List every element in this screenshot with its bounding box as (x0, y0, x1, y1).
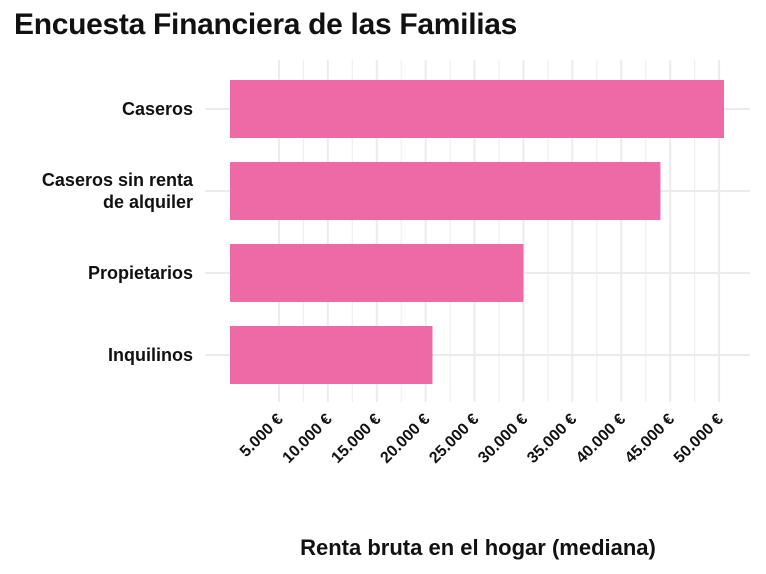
category-label: Caseros (122, 99, 193, 119)
x-tick-label: 45.000 € (622, 411, 678, 467)
bar (230, 80, 724, 138)
x-tick-label: 40.000 € (573, 411, 629, 467)
bar (230, 244, 524, 302)
x-tick-label: 10.000 € (280, 411, 336, 467)
x-axis-title: Renta bruta en el hogar (mediana) (300, 535, 656, 560)
category-label: de alquiler (103, 192, 193, 212)
x-tick-label: 35.000 € (524, 411, 580, 467)
category-label: Propietarios (88, 263, 193, 283)
category-label: Caseros sin renta (42, 170, 194, 190)
x-tick-labels: 5.000 €10.000 €15.000 €20.000 €25.000 €3… (237, 411, 727, 467)
x-tick-label: 20.000 € (377, 411, 433, 467)
x-tick-label: 15.000 € (329, 411, 385, 467)
x-tick-label: 5.000 € (237, 411, 287, 461)
category-label: Inquilinos (108, 345, 193, 365)
bar (230, 162, 661, 220)
bar (230, 326, 433, 384)
x-tick-label: 50.000 € (671, 411, 727, 467)
chart-title: Encuesta Financiera de las Familias (14, 8, 518, 41)
x-tick-label: 25.000 € (426, 411, 482, 467)
x-tick-label: 30.000 € (475, 411, 531, 467)
bars (230, 80, 724, 384)
